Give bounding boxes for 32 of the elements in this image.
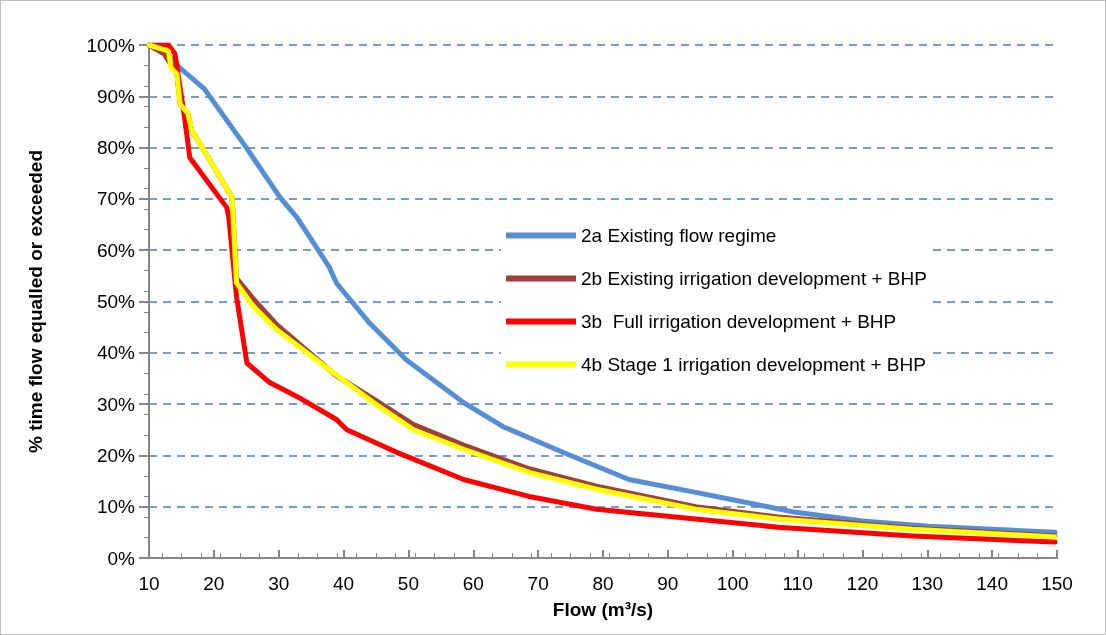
legend-label: 2b Existing irrigation development + BHP (581, 268, 927, 289)
x-tick-label: 140 (976, 573, 1008, 594)
legend-label: 3b Full irrigation development + BHP (581, 311, 897, 332)
x-tick-label: 20 (203, 573, 225, 594)
y-tick-label: 10% (96, 496, 136, 518)
y-tick-label: 80% (96, 137, 136, 159)
y-axis-title: % time flow equalled or exceeded (25, 149, 46, 454)
y-tick-label: 0% (107, 547, 136, 569)
x-tick-label: 60 (462, 573, 484, 594)
x-tick-label: 90 (657, 573, 679, 594)
x-tick-label: 150 (1041, 573, 1073, 594)
legend-label: 2a Existing flow regime (581, 225, 777, 246)
x-axis-title: Flow (m³/s) (552, 599, 654, 620)
x-tick-label: 30 (268, 573, 290, 594)
x-tick-label: 10 (138, 573, 160, 594)
x-tick-label: 80 (592, 573, 614, 594)
y-tick-label: 30% (96, 393, 136, 415)
y-tick-label: 20% (96, 444, 136, 466)
y-tick-label: 100% (86, 34, 136, 56)
legend-label: 4b Stage 1 irrigation development + BHP (581, 354, 926, 375)
y-tick-label: 60% (96, 239, 136, 261)
y-tick-label: 70% (96, 188, 136, 210)
x-tick-label: 130 (911, 573, 944, 594)
x-tick-label: 110 (782, 573, 813, 594)
x-tick-label: 40 (333, 573, 355, 594)
y-tick-label: 40% (96, 342, 136, 364)
x-tick-label: 100 (716, 573, 749, 594)
x-tick-label: 70 (527, 573, 549, 594)
x-tick-label: 50 (397, 573, 419, 594)
y-tick-label: 50% (96, 291, 136, 312)
x-tick-label: 120 (846, 573, 879, 594)
y-tick-label: 90% (96, 85, 136, 107)
